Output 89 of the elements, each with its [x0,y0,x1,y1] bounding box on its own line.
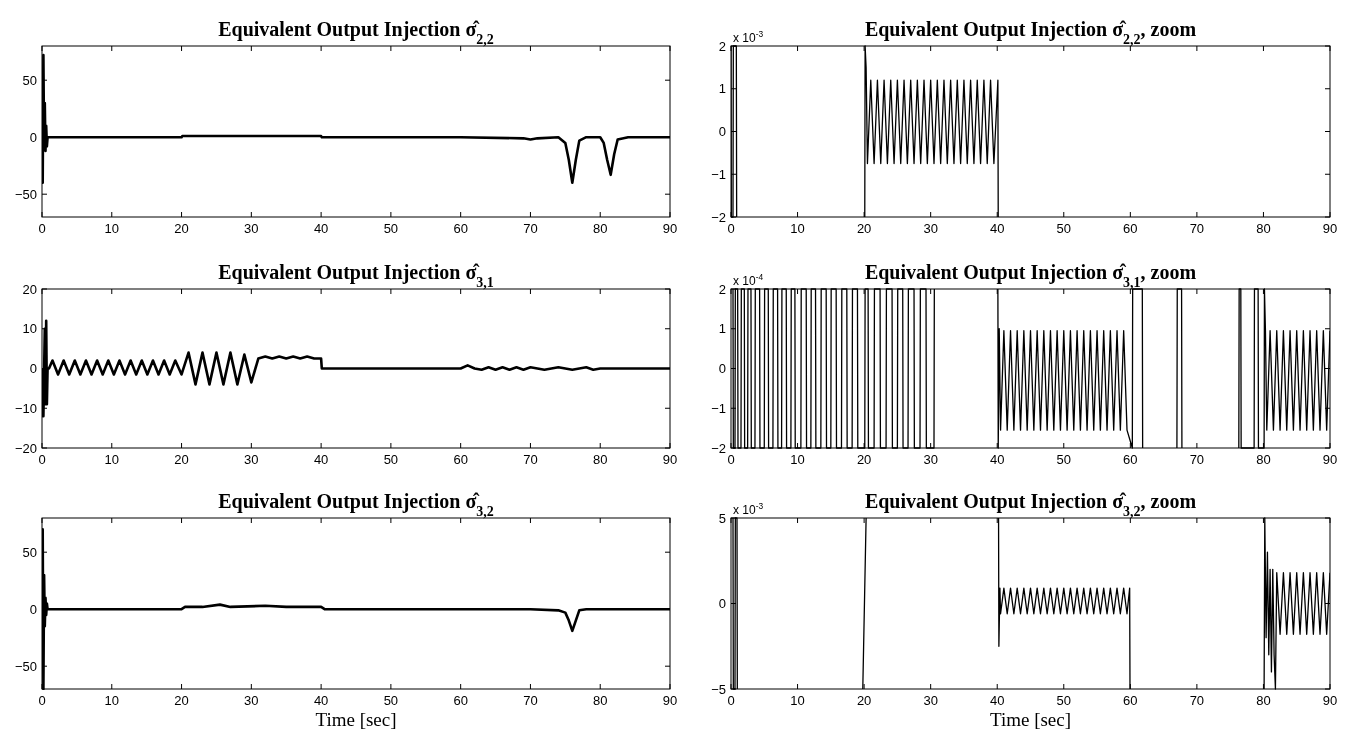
chart-title: Equivalent Output Injection σ̂$_{3,1}$, zoom [864,261,1197,290]
x-tick-label: 50 [383,693,399,708]
x-tick-label: 40 [989,693,1005,708]
y-tick-label: 0 [29,129,37,145]
x-tick-label: 50 [383,452,399,467]
text: x 10$^{-3}$ [733,501,764,517]
x-tick-label: 10 [790,221,805,236]
x-tick-label: 80 [1256,452,1271,467]
x-tick-label: 10 [790,693,805,708]
x-tick-label: 10 [104,693,120,708]
x-tick-label: 50 [1056,452,1072,467]
x-tick-label: 20 [174,452,189,467]
x-axis-title: Time [sec] [989,709,1072,730]
x-tick-label: 80 [592,221,608,236]
y-tick-label: −1 [711,166,726,182]
x-tick-label: 10 [790,452,805,467]
y-tick-label: 0 [718,361,726,376]
x-tick-label: 80 [592,452,608,467]
x-tick-label: 40 [989,221,1005,236]
x-tick-label: 10 [104,452,120,467]
y-tick-label: 0 [29,601,37,617]
x-axis-title: Time [sec] [315,709,397,730]
x-tick-label: 20 [856,693,872,708]
x-tick-label: 60 [453,221,468,236]
y-tick-label: 1 [718,321,726,337]
x-tick-label: 20 [174,693,189,708]
x-tick-label: 20 [174,221,189,236]
x-tick-label: 30 [923,693,938,708]
x-tick-label: 90 [662,221,678,236]
x-tick-label: 80 [1256,221,1271,236]
y-tick-label: 2 [718,38,726,54]
y-tick-label: 2 [718,281,726,297]
x-tick-label: 30 [923,221,938,236]
x-tick-label: 70 [523,452,538,467]
x-tick-label: 70 [1189,693,1205,708]
x-tick-label: 50 [383,221,399,236]
x-tick-label: 60 [453,693,468,708]
y-tick-label: 1 [718,81,726,97]
x-tick-label: 30 [244,452,259,467]
x-tick-label: 90 [1322,452,1338,467]
x-tick-label: 60 [1123,221,1138,236]
y-tick-label: 5 [718,510,726,526]
x-tick-label: 60 [1123,693,1138,708]
x-tick-label: 10 [104,221,120,236]
y-tick-label: 20 [22,281,37,297]
y-tick-label: −5 [711,681,726,697]
x-tick-label: 20 [856,221,872,236]
y-tick-label: −2 [711,209,726,225]
x-tick-label: 50 [1056,693,1072,708]
y-tick-label: 0 [718,596,726,611]
y-tick-label: 50 [22,544,37,560]
chart-title: Equivalent Output Injection σ̂$_{2,2}$ [218,18,494,47]
x-tick-label: 70 [1189,221,1205,236]
x-tick-label: 60 [453,452,468,467]
x-tick-label: 60 [1123,452,1138,467]
y-tick-label: −50 [14,186,37,202]
y-tick-label: 0 [29,361,37,376]
x-tick-label: 40 [989,452,1005,467]
x-tick-label: 30 [244,221,259,236]
chart-title: Equivalent Output Injection σ̂$_{3,2}$, zoom [864,490,1197,519]
x-tick-label: 50 [1056,221,1072,236]
text: x 10$^{-3}$ [733,29,764,45]
chart-title: Equivalent Output Injection σ̂$_{3,2}$ [218,490,494,519]
x-tick-label: 70 [1189,452,1205,467]
x-tick-label: 90 [662,693,678,708]
y-tick-label: −20 [14,440,37,456]
x-tick-label: 30 [244,693,259,708]
x-tick-label: 80 [592,693,608,708]
x-tick-label: 90 [1322,221,1338,236]
x-tick-label: 90 [1322,693,1338,708]
y-tick-label: −2 [711,440,726,456]
y-tick-label: 10 [22,321,37,337]
chart-title: Equivalent Output Injection σ̂$_{2,2}$, zoom [864,18,1197,47]
y-tick-label: −50 [14,658,37,674]
x-tick-label: 70 [523,693,538,708]
x-tick-label: 40 [313,452,329,467]
x-tick-label: 40 [313,221,329,236]
x-tick-label: 20 [856,452,872,467]
x-tick-label: 30 [923,452,938,467]
text: x 10$^{-4}$ [733,272,764,288]
x-tick-label: 40 [313,693,329,708]
y-tick-label: 50 [22,72,37,88]
chart-title: Equivalent Output Injection σ̂$_{3,1}$ [218,261,494,290]
y-tick-label: −1 [711,400,726,416]
x-tick-label: 90 [662,452,678,467]
x-tick-label: 80 [1256,693,1271,708]
y-tick-label: 0 [718,124,726,139]
x-tick-label: 70 [523,221,538,236]
y-tick-label: −10 [14,400,37,416]
